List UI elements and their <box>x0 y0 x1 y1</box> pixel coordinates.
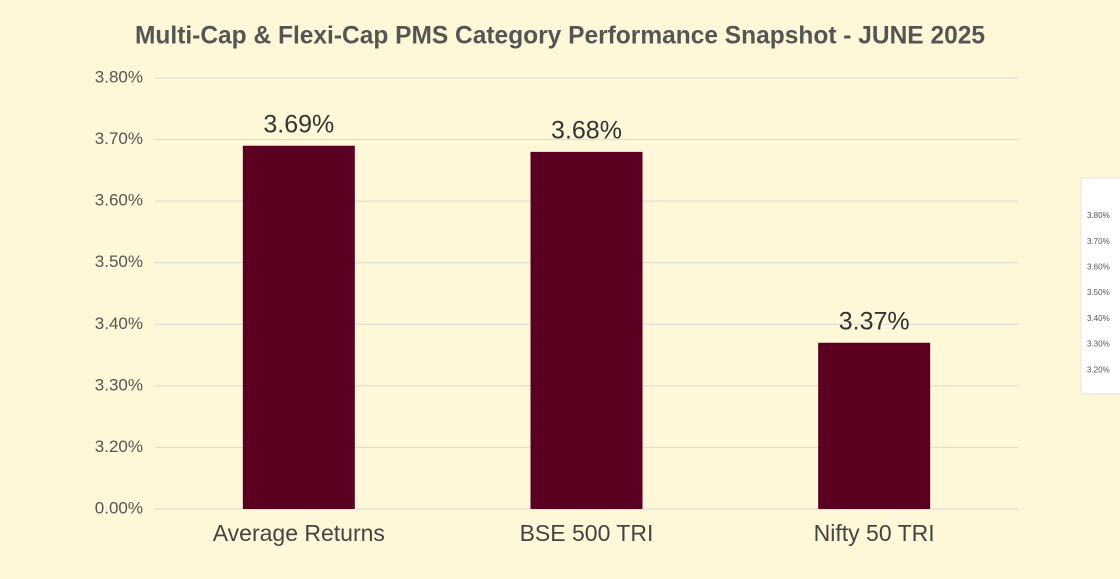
data-label: 3.68% <box>551 116 622 144</box>
y-tick-label: 3.20% <box>95 437 143 456</box>
bar <box>242 145 355 509</box>
inset-label: 3.20% <box>1087 365 1110 374</box>
y-tick-label: 3.40% <box>95 314 143 333</box>
y-tick-label: 3.50% <box>95 252 143 271</box>
x-tick-label: Nifty 50 TRI <box>814 520 935 546</box>
inset-label: 3.80% <box>1087 211 1110 220</box>
inset: 3.80% 3.70% 3.60% 3.50% 3.40% 3.30% 3.20% <box>1087 211 1110 374</box>
data-label: 3.37% <box>839 307 910 335</box>
x-tick-label: Average Returns <box>213 520 385 546</box>
inset-label: 3.70% <box>1087 237 1110 246</box>
y-tick-label: 3.30% <box>95 375 143 394</box>
data-label: 3.69% <box>263 110 334 138</box>
y-tick-label: 3.70% <box>95 129 143 148</box>
chart-title: Multi-Cap & Flexi-Cap PMS Category Perfo… <box>135 22 985 50</box>
bar <box>818 342 931 509</box>
inset-label: 3.60% <box>1087 263 1110 272</box>
x-tick-label: BSE 500 TRI <box>520 520 654 546</box>
inset-label: 3.40% <box>1087 314 1110 323</box>
inset-label: 3.30% <box>1087 340 1110 349</box>
y-tick-label: 0.00% <box>95 498 143 517</box>
y-tick-label: 3.80% <box>95 67 143 86</box>
inset-panel <box>1080 177 1120 395</box>
y-tick-label: 3.60% <box>95 191 143 210</box>
bar <box>530 151 643 509</box>
inset-label: 3.50% <box>1087 288 1110 297</box>
